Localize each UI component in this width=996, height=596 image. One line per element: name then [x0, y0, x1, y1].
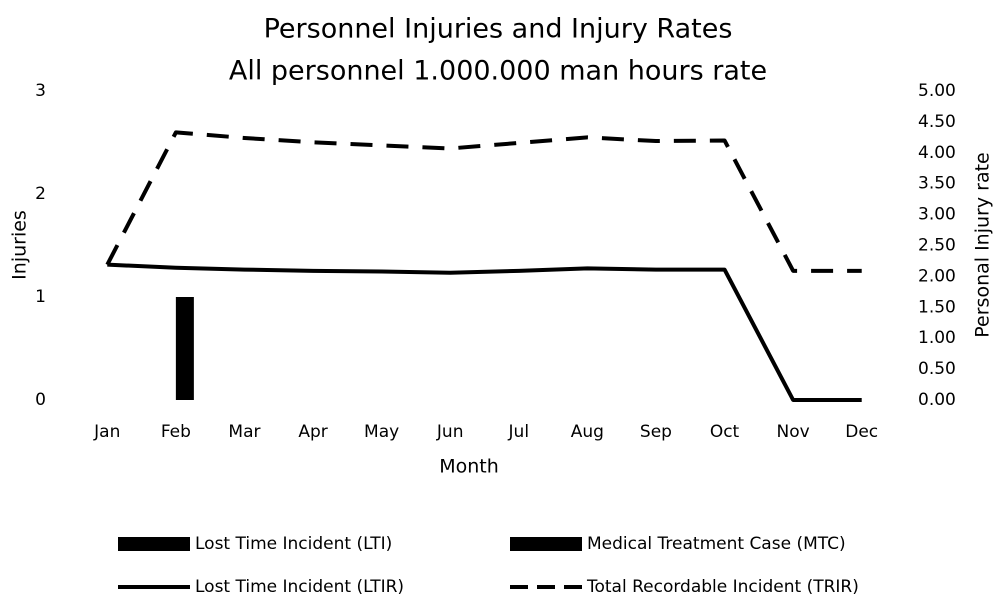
x-tick-label: May: [364, 422, 399, 442]
chart-title: Personnel Injuries and Injury Rates: [264, 14, 733, 45]
y2-tick-label: 2.00: [918, 266, 956, 286]
legend-label: Lost Time Incident (LTIR): [195, 577, 404, 596]
line-series: [105, 130, 862, 273]
x-tick-label: Apr: [298, 422, 327, 442]
x-axis-label: Month: [439, 456, 499, 478]
x-tick-label: Dec: [845, 422, 878, 442]
x-tick-label: Jan: [93, 422, 120, 442]
y-tick-label: 0: [35, 390, 46, 410]
y2-tick-label: 3.00: [918, 205, 956, 225]
x-tick-label: Oct: [710, 422, 740, 442]
y2-tick-label: 5.00: [918, 81, 956, 101]
legend-label: Medical Treatment Case (MTC): [587, 534, 846, 554]
y-tick-label: 2: [35, 184, 46, 204]
y2-tick-label: 4.50: [918, 112, 956, 132]
x-tick-label: Aug: [571, 422, 604, 442]
y-tick-label: 3: [35, 81, 46, 101]
y2-tick-label: 4.00: [918, 143, 956, 163]
y2-tick-label: 1.00: [918, 328, 956, 348]
chart-subtitle: All personnel 1.000.000 man hours rate: [229, 56, 767, 87]
legend-swatch: [510, 537, 582, 551]
y2-tick-label: 0.50: [918, 359, 956, 379]
x-tick-label: Nov: [777, 422, 810, 442]
y2-tick-label: 0.00: [918, 390, 956, 410]
x-tick-label: Jul: [508, 422, 530, 442]
y2-tick-label: 3.50: [918, 174, 956, 194]
y2-tick-label: 1.50: [918, 297, 956, 317]
legend-label: Lost Time Incident (LTI): [195, 534, 392, 554]
line-series: [107, 262, 862, 402]
y-tick-label: 1: [35, 287, 46, 307]
legend-label: Total Recordable Incident (TRIR): [586, 577, 859, 596]
x-tick-label: Sep: [640, 422, 672, 442]
x-tick-label: Feb: [161, 422, 191, 442]
x-tick-label: Jun: [436, 422, 464, 442]
bar: [175, 297, 194, 400]
x-tick-label: Mar: [228, 422, 260, 442]
y2-tick-label: 2.50: [918, 236, 956, 256]
legend-swatch: [118, 537, 190, 551]
y-axis-label: Injuries: [9, 210, 31, 280]
y2-axis-label: Personal Injury rate: [972, 152, 994, 337]
